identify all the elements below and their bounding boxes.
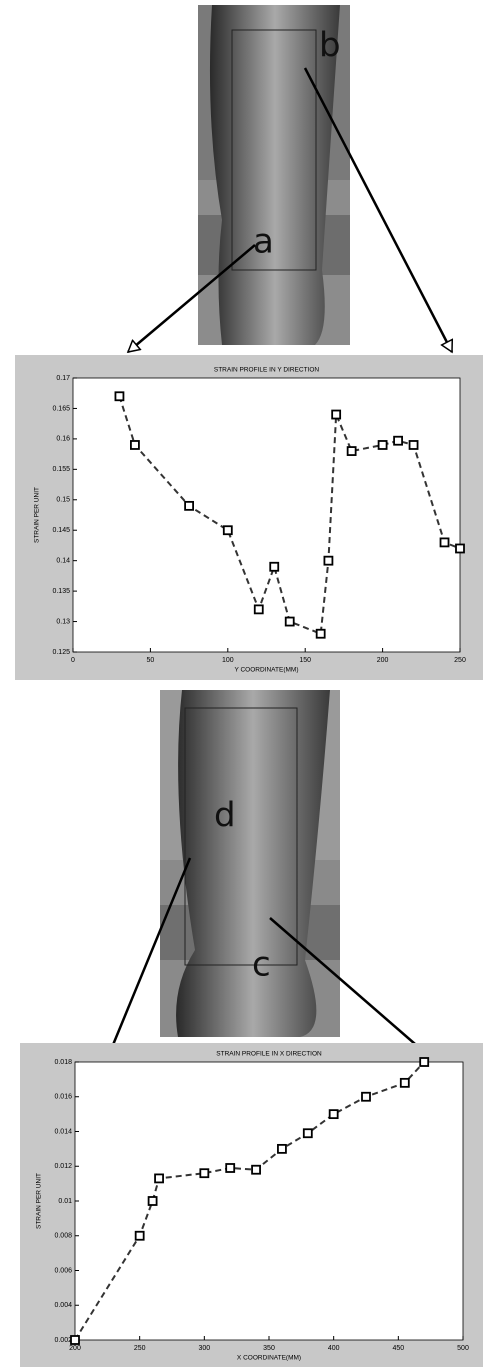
y-tick-label: 0.006 [54,1267,72,1274]
y-tick-label: 0.135 [52,588,70,595]
data-point [394,437,402,445]
photo-bottom: d c [108,690,430,1057]
y-tick-label: 0.012 [54,1163,72,1170]
y-tick-label: 0.004 [54,1302,72,1309]
data-point [115,392,123,400]
data-point [131,441,139,449]
y-tick-label: 0.018 [54,1059,72,1066]
y-axis-label: STRAIN PER UNIT [36,1173,43,1229]
data-point [324,557,332,565]
plot-area [73,378,460,652]
y-tick-label: 0.014 [54,1128,72,1135]
x-axis-label: Y COORDINATE(MM) [234,667,298,674]
photo-label: c [252,945,271,985]
data-point [270,563,278,571]
y-tick-label: 0.17 [56,375,70,382]
data-point [410,441,418,449]
data-point [155,1174,163,1182]
data-point [330,1110,338,1118]
data-point [304,1129,312,1137]
data-point [348,447,356,455]
y-tick-label: 0.16 [56,436,70,443]
data-point [401,1079,409,1087]
data-point [71,1336,79,1344]
y-axis-label: STRAIN PER UNIT [34,487,41,543]
y-tick-label: 0.155 [52,466,70,473]
x-tick-label: 250 [454,657,466,664]
plot-area [75,1062,463,1340]
data-point [278,1145,286,1153]
photo-label: b [319,26,341,66]
x-tick-label: 100 [222,657,234,664]
data-point [332,411,340,419]
data-point [136,1232,144,1240]
data-point [441,538,449,546]
x-tick-label: 350 [263,1345,275,1352]
data-point [255,605,263,613]
data-point [200,1169,208,1177]
data-point [149,1197,157,1205]
x-tick-label: 500 [457,1345,469,1352]
y-tick-label: 0.13 [56,618,70,625]
data-point [317,630,325,638]
y-tick-label: 0.016 [54,1094,72,1101]
data-point [420,1058,428,1066]
x-tick-label: 0 [71,657,75,664]
y-tick-label: 0.165 [52,405,70,412]
chart-title: STRAIN PROFILE IN Y DIRECTION [214,367,320,374]
x-tick-label: 200 [377,657,389,664]
photo-label: d [214,796,236,836]
y-tick-label: 0.01 [58,1198,72,1205]
data-point [185,502,193,510]
chart-title: STRAIN PROFILE IN X DIRECTION [216,1051,322,1058]
data-point [456,544,464,552]
x-tick-label: 400 [328,1345,340,1352]
data-point [379,441,387,449]
y-tick-label: 0.15 [56,497,70,504]
x-tick-label: 250 [134,1345,146,1352]
y-tick-label: 0.008 [54,1233,72,1240]
data-point [252,1166,260,1174]
y-tick-label: 0.145 [52,527,70,534]
x-tick-label: 450 [392,1345,404,1352]
x-tick-label: 50 [147,657,155,664]
x-axis-label: X COORDINATE(MM) [237,1355,301,1362]
x-tick-label: 200 [69,1345,81,1352]
photo-label: a [253,222,274,262]
y-tick-label: 0.14 [56,558,70,565]
figure: b a d c 0.125 0.13 0.135 0.14 0.145 0.15 0.155… [0,0,483,1367]
data-point [224,526,232,534]
data-point [286,618,294,626]
y-tick-label: 0.002 [54,1337,72,1344]
data-point [226,1164,234,1172]
data-point [362,1093,370,1101]
x-tick-label: 300 [198,1345,210,1352]
x-tick-label: 150 [299,657,311,664]
y-tick-label: 0.125 [52,649,70,656]
photo-top: b a [128,5,452,352]
